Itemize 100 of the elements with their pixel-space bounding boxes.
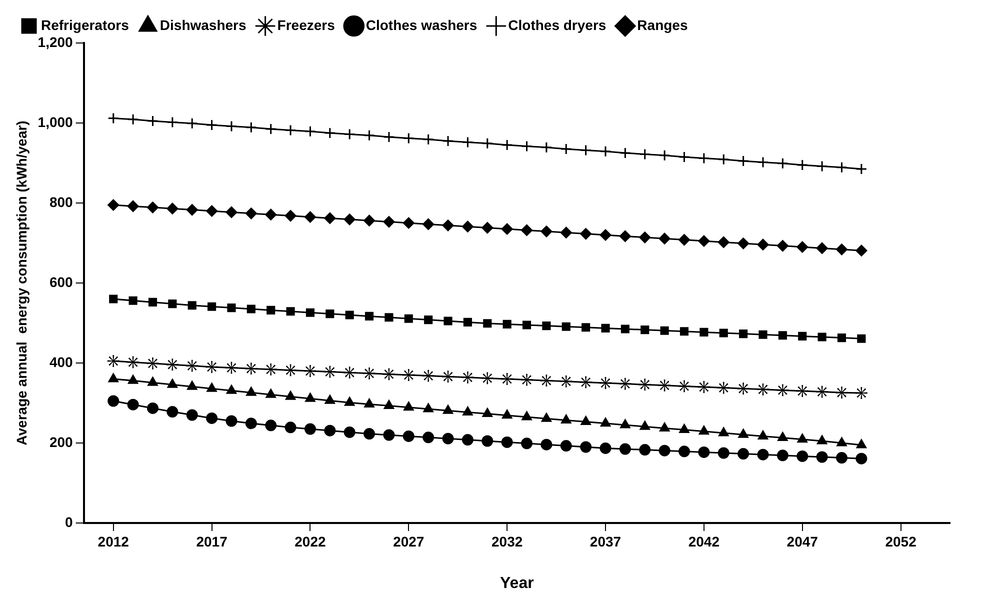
point <box>580 144 592 156</box>
point <box>463 318 472 326</box>
point <box>776 450 788 462</box>
point <box>700 328 708 336</box>
point <box>501 223 513 235</box>
point <box>758 330 768 339</box>
point <box>168 300 177 308</box>
point <box>384 313 394 322</box>
point <box>639 444 651 456</box>
point <box>718 382 730 394</box>
point <box>836 162 848 174</box>
point <box>462 220 474 232</box>
point <box>658 150 670 162</box>
point <box>284 422 296 434</box>
point <box>758 430 768 440</box>
point <box>383 216 395 228</box>
point <box>757 238 769 250</box>
point <box>206 412 218 424</box>
point <box>326 310 334 318</box>
point <box>364 130 376 142</box>
point <box>796 159 808 171</box>
point <box>540 142 552 154</box>
point <box>186 204 198 216</box>
point <box>619 230 631 242</box>
point <box>836 244 848 256</box>
point <box>520 374 533 386</box>
point <box>482 435 494 447</box>
point <box>364 398 374 408</box>
point <box>541 412 552 422</box>
point <box>286 307 295 316</box>
point <box>837 334 846 342</box>
point <box>186 360 198 372</box>
point <box>560 226 572 238</box>
point <box>127 114 139 126</box>
point <box>442 220 454 232</box>
point <box>619 147 631 159</box>
point <box>422 432 434 444</box>
point <box>344 214 356 226</box>
point <box>442 404 454 414</box>
point <box>206 361 218 373</box>
point <box>481 372 494 384</box>
point <box>109 294 118 304</box>
point <box>444 316 452 326</box>
point <box>482 138 494 150</box>
point <box>108 112 120 124</box>
point <box>836 452 848 464</box>
point <box>718 236 730 248</box>
point <box>304 365 316 377</box>
point <box>560 375 572 388</box>
point <box>580 416 591 426</box>
point <box>719 328 728 338</box>
point <box>364 312 374 320</box>
point <box>738 238 750 250</box>
point <box>148 376 158 386</box>
point <box>718 447 730 459</box>
point <box>344 426 356 438</box>
point <box>402 217 414 229</box>
x-tick-label: 2017 <box>196 533 228 550</box>
point <box>600 146 612 158</box>
point <box>816 386 828 398</box>
point <box>659 422 670 432</box>
point <box>324 212 336 224</box>
x-axis-title: Year <box>500 574 534 592</box>
y-tick-label: 1,200 <box>38 34 74 50</box>
point <box>856 439 866 448</box>
point <box>679 424 690 434</box>
point <box>540 226 552 238</box>
point <box>304 126 316 138</box>
point <box>482 408 492 418</box>
point <box>404 314 413 323</box>
point <box>818 332 826 342</box>
point <box>246 386 256 396</box>
point <box>344 396 355 406</box>
x-tick-label: 2032 <box>491 533 523 550</box>
point <box>737 382 750 395</box>
point <box>718 427 729 436</box>
point <box>246 304 256 314</box>
point <box>698 235 710 247</box>
point <box>206 382 217 392</box>
point <box>422 370 434 382</box>
point <box>344 128 356 140</box>
y-tick-label: 200 <box>49 434 74 450</box>
point <box>462 434 474 446</box>
legend-label: Ranges <box>637 16 688 33</box>
point <box>718 154 730 166</box>
point <box>128 296 138 305</box>
point <box>383 131 395 143</box>
point <box>501 373 514 385</box>
point <box>442 135 454 147</box>
point <box>798 332 807 340</box>
x-tick-label: 2042 <box>688 533 720 550</box>
point <box>600 229 612 241</box>
point <box>305 392 316 402</box>
point <box>856 163 868 175</box>
point <box>816 160 828 172</box>
point <box>363 367 376 380</box>
point <box>796 450 808 462</box>
point <box>797 434 808 443</box>
point <box>188 301 196 310</box>
point <box>483 319 492 328</box>
